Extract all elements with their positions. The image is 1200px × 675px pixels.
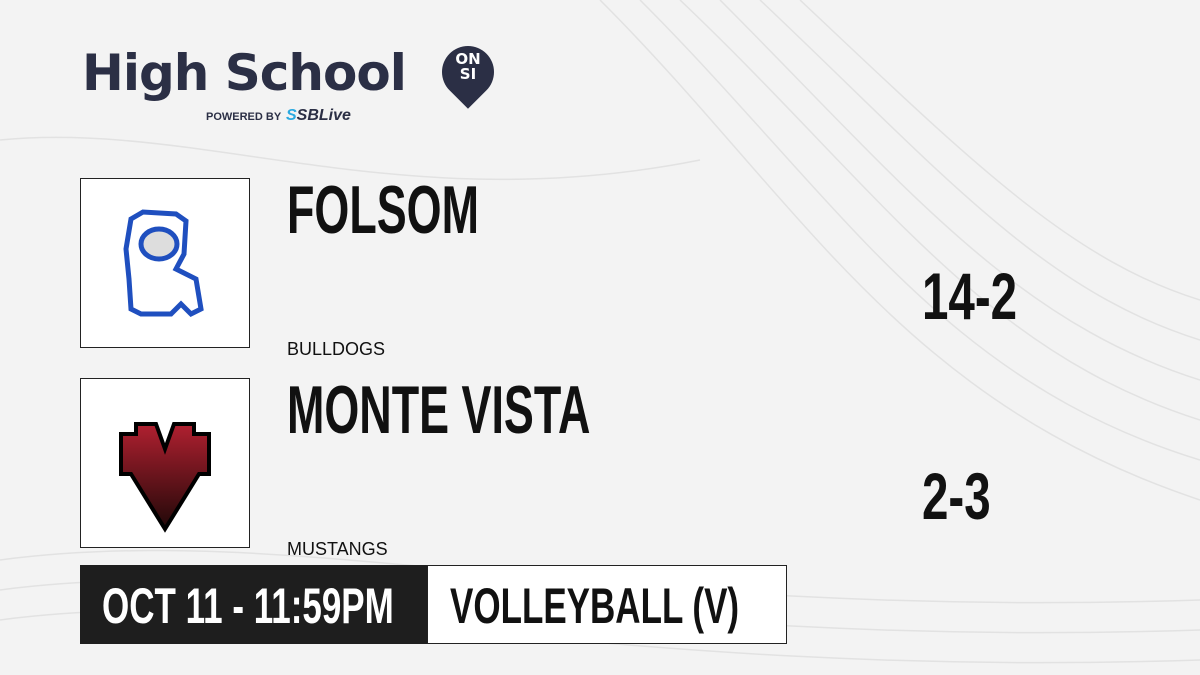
sport-box: VOLLEYBALL (V) [427,565,787,644]
game-datetime: OCT 11 - 11:59PM [102,578,394,634]
game-datetime-box: OCT 11 - 11:59PM [80,565,427,644]
home-team-name: FOLSOM [287,172,479,248]
away-team-mascot: MUSTANGS [287,539,388,559]
sblive-logo: SSBLive [286,107,351,124]
bulldog-logo-icon [123,209,204,318]
monte-vista-logo-box [80,378,250,548]
powered-by-label: POWERED BY [206,111,282,123]
away-team-name: MONTE VISTA [287,372,591,448]
home-team-record: 14-2 [922,259,1018,333]
mv-logo-icon [119,422,211,533]
brand-title: High School [82,44,407,102]
home-team-mascot: BULLDOGS [287,339,386,359]
si-badge: ON SI [455,50,481,83]
away-team-record: 2-3 [922,459,991,533]
sport-label: VOLLEYBALL (V) [450,578,740,634]
folsom-logo-box [80,178,250,348]
